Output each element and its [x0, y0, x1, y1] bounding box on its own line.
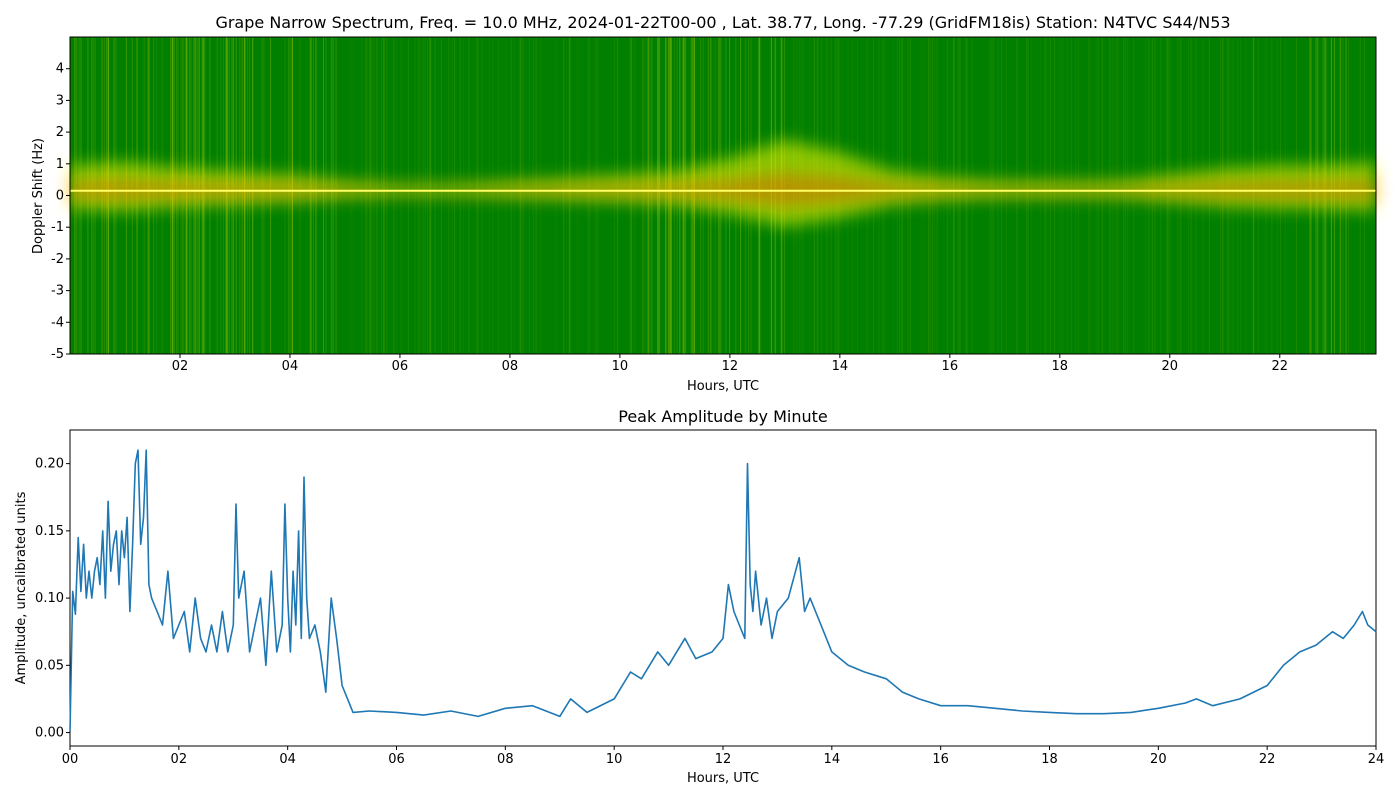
amplitude-panel: Peak Amplitude by Minute 00 02 04 06 08 10 12 1…	[14, 407, 1384, 786]
spectrogram-x-tick-label: 20	[1162, 359, 1179, 374]
spectrogram-x-tick-label: 22	[1271, 359, 1288, 374]
spectrogram-x-tick-label: 06	[392, 359, 409, 374]
amplitude-x-ticks: 00 02 04 06 08 10 12 14 16 18 20 22 24	[62, 746, 1385, 767]
spectrogram-plot-area	[69, 36, 1377, 355]
spectrogram-y-tick-label: 2	[56, 125, 64, 140]
amplitude-x-tick-label: 00	[62, 752, 79, 767]
spectrogram-x-tick-label: 08	[502, 359, 519, 374]
spectrogram-x-ticks: 02 04 06 08 10 12 14 16 18 20 22	[172, 354, 1288, 374]
amplitude-x-tick-label: 08	[497, 752, 514, 767]
amplitude-x-tick-label: 22	[1259, 752, 1276, 767]
amplitude-x-tick-label: 20	[1150, 752, 1167, 767]
spectrogram-x-tick-label: 16	[942, 359, 959, 374]
spectrogram-y-tick-label: 1	[56, 157, 64, 172]
amplitude-xlabel: Hours, UTC	[687, 771, 759, 786]
spectrogram-y-tick-label: -1	[51, 220, 64, 235]
spectrogram-x-tick-label: 10	[612, 359, 629, 374]
spectrogram-y-tick-label: -3	[51, 284, 64, 299]
amplitude-x-tick-label: 02	[171, 752, 188, 767]
amplitude-y-tick-label: 0.05	[35, 658, 64, 673]
amplitude-ylabel: Amplitude, uncalibrated units	[14, 491, 29, 684]
spectrogram-y-tick-label: -4	[51, 315, 64, 330]
amplitude-y-tick-label: 0.10	[35, 591, 64, 606]
amplitude-x-tick-label: 14	[824, 752, 841, 767]
spectrogram-x-tick-label: 12	[722, 359, 739, 374]
amplitude-plot-area	[69, 429, 1377, 747]
spectrogram-y-tick-label: -2	[51, 252, 64, 267]
spectrogram-y-tick-label: 0	[56, 189, 64, 204]
amplitude-y-tick-label: 0.20	[35, 457, 64, 472]
spectrogram-x-tick-label: 18	[1052, 359, 1069, 374]
amplitude-x-tick-label: 18	[1041, 752, 1058, 767]
amplitude-x-tick-label: 12	[715, 752, 732, 767]
spectrogram-y-tick-label: 3	[56, 93, 64, 108]
amplitude-title: Peak Amplitude by Minute	[618, 407, 828, 426]
amplitude-y-tick-label: 0.15	[35, 524, 64, 539]
amplitude-x-tick-label: 04	[279, 752, 296, 767]
spectrogram-x-tick-label: 02	[172, 359, 189, 374]
spectrogram-panel: Grape Narrow Spectrum, Freq. = 10.0 MHz,…	[31, 13, 1377, 394]
amplitude-y-tick-label: 0.00	[35, 726, 64, 741]
amplitude-x-tick-label: 06	[388, 752, 405, 767]
amplitude-x-tick-label: 24	[1368, 752, 1385, 767]
spectrogram-xlabel: Hours, UTC	[687, 379, 759, 394]
amplitude-series-line	[69, 449, 1377, 732]
spectrogram-y-tick-label: -5	[51, 347, 64, 362]
spectrogram-y-tick-label: 4	[56, 62, 64, 77]
amplitude-y-ticks: 0.00 0.05 0.10 0.15 0.20	[35, 457, 70, 741]
spectrogram-ylabel: Doppler Shift (Hz)	[31, 138, 46, 254]
spectrogram-y-ticks: -5 -4 -3 -2 -1 0 1 2 3 4	[51, 62, 70, 362]
spectrogram-x-tick-label: 04	[282, 359, 299, 374]
amplitude-x-tick-label: 16	[932, 752, 949, 767]
spectrogram-x-tick-label: 14	[832, 359, 849, 374]
spectrogram-title: Grape Narrow Spectrum, Freq. = 10.0 MHz,…	[215, 13, 1230, 32]
amplitude-x-tick-label: 10	[606, 752, 623, 767]
